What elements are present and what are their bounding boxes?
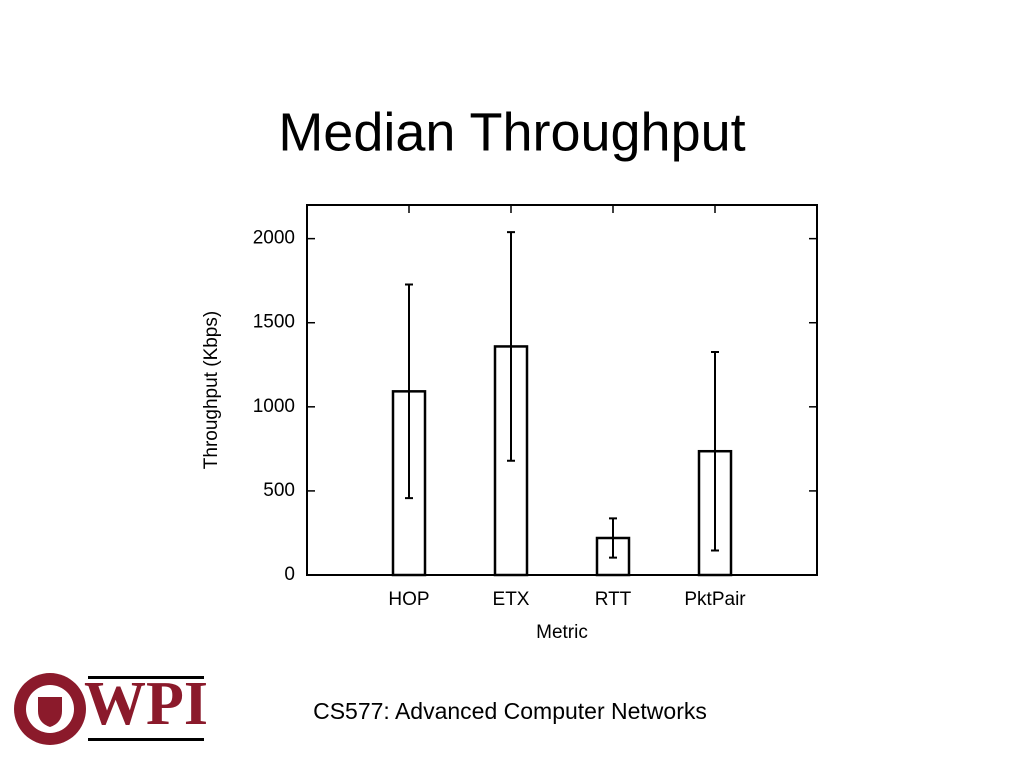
x-tick-label: HOP	[388, 589, 429, 610]
x-tick-label: ETX	[493, 589, 530, 610]
error-bar	[405, 283, 413, 500]
y-tick-label: 500	[263, 480, 295, 501]
y-axis-label: Throughput (Kbps)	[201, 311, 222, 469]
error-bar	[507, 231, 515, 462]
seal-shield	[38, 697, 62, 727]
logo: WPI	[14, 670, 208, 745]
logo-rule	[88, 676, 204, 679]
plot-frame	[306, 204, 818, 576]
x-tick-label: RTT	[595, 589, 632, 610]
chart-title: Median Throughput	[278, 102, 745, 162]
x-axis-label: Metric	[536, 622, 588, 643]
error-bar	[609, 517, 617, 559]
error-bar	[711, 350, 719, 552]
y-tick-label: 1500	[253, 312, 295, 333]
logo-text: WPI	[84, 670, 208, 738]
y-tick-label: 0	[284, 564, 295, 585]
footer-text: CS577: Advanced Computer Networks	[313, 698, 707, 724]
logo-rule	[88, 738, 204, 741]
x-tick-label: PktPair	[684, 589, 746, 610]
y-tick-label: 1000	[253, 396, 295, 417]
y-tick-label: 2000	[253, 228, 295, 249]
